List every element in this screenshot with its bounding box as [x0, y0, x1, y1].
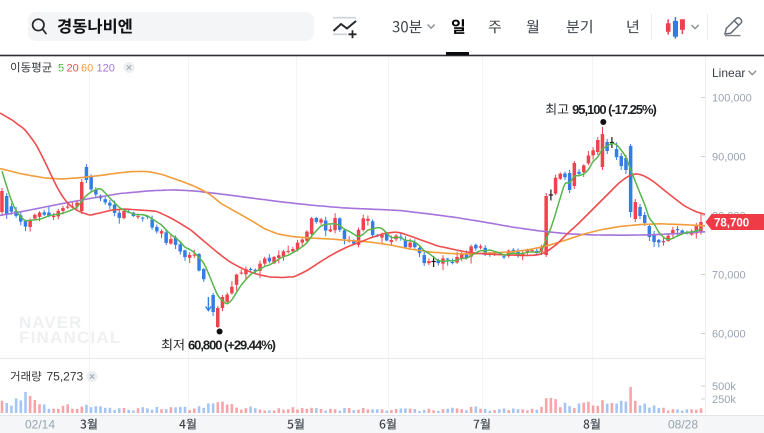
- svg-text:02/14: 02/14: [25, 418, 55, 432]
- svg-text:500k: 500k: [712, 381, 736, 393]
- svg-text:08/28: 08/28: [668, 418, 698, 432]
- svg-text:Linear: Linear: [712, 66, 745, 80]
- svg-text:250k: 250k: [712, 394, 736, 406]
- svg-text:FINANCIAL: FINANCIAL: [19, 328, 121, 347]
- svg-text:70,000: 70,000: [712, 270, 746, 282]
- svg-text:NAVER: NAVER: [19, 313, 82, 332]
- svg-text:90,000: 90,000: [712, 152, 746, 164]
- svg-text:60,800 (+29.44%): 60,800 (+29.44%): [188, 338, 276, 353]
- svg-text:95,100 (-17.25%): 95,100 (-17.25%): [572, 102, 656, 117]
- svg-text:78,700: 78,700: [714, 218, 749, 230]
- svg-text:120: 120: [97, 63, 115, 75]
- svg-text:20: 20: [67, 63, 79, 75]
- svg-text:5: 5: [58, 63, 64, 75]
- svg-text:75,273: 75,273: [47, 370, 84, 384]
- svg-text:60: 60: [81, 63, 93, 75]
- svg-text:60,000: 60,000: [712, 329, 746, 341]
- svg-text:100,000: 100,000: [712, 93, 752, 105]
